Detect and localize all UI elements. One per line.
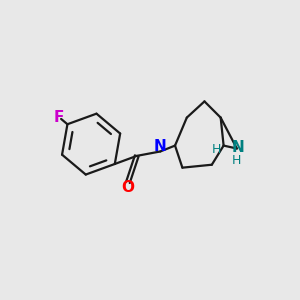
Text: O: O <box>121 180 134 195</box>
Text: H: H <box>212 143 221 157</box>
Text: N: N <box>154 139 167 154</box>
Text: F: F <box>54 110 64 124</box>
Text: H: H <box>232 154 242 167</box>
Text: N: N <box>232 140 245 154</box>
